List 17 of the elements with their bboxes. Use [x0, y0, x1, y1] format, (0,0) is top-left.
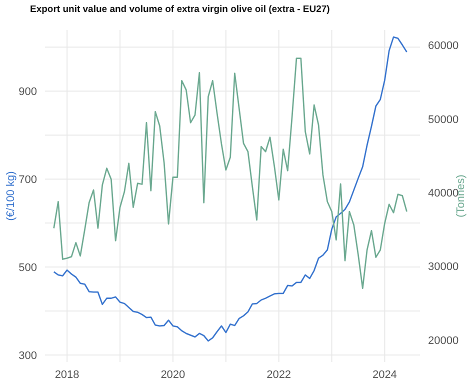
- x-tick-label: 2018: [54, 368, 80, 380]
- x-tick-label: 2024: [372, 368, 397, 380]
- y-tick-label: 300: [18, 350, 37, 362]
- chart-title: Export unit value and volume of extra virgin olive oil (extra - EU27): [30, 4, 330, 15]
- y2-tick-label: 50000: [428, 114, 459, 126]
- x-tick-label: 2020: [160, 368, 186, 380]
- y-tick-label: 900: [18, 86, 37, 98]
- y2-tick-label: 60000: [428, 40, 459, 52]
- y-tick-label: 700: [18, 174, 37, 186]
- line-series: [53, 58, 408, 289]
- y2-tick-label: 30000: [428, 261, 459, 274]
- line-series: [53, 36, 408, 342]
- y-tick-label: 500: [18, 262, 37, 274]
- y2-tick-label: 20000: [428, 334, 459, 347]
- y2-tick-label: 40000: [428, 187, 459, 200]
- x-tick-label: 2022: [266, 368, 292, 380]
- y-axis-title: (€/100 kg): [4, 171, 17, 221]
